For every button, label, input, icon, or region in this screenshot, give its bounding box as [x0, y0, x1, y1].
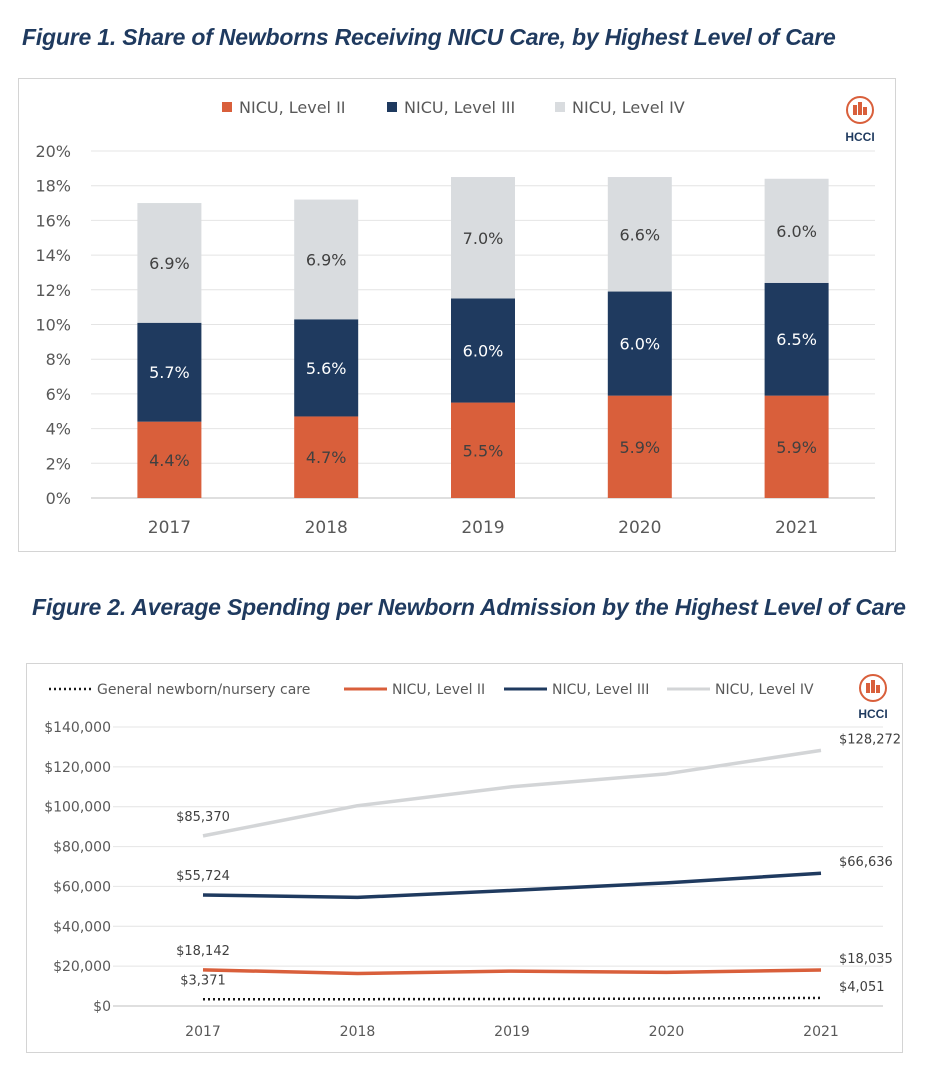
y-tick-label: 12%: [35, 281, 71, 300]
bar-segment: [607, 395, 672, 498]
bar-data-label: 6.0%: [776, 222, 817, 241]
x-tick-label: 2020: [618, 518, 661, 538]
bar-segment: [764, 178, 829, 283]
x-tick-label: 2017: [185, 1024, 221, 1040]
bar-data-label: 6.5%: [776, 330, 817, 349]
bar-segment: [294, 416, 359, 498]
x-tick-label: 2017: [148, 518, 191, 538]
data-label-start: $55,724: [176, 869, 230, 884]
series-line: [202, 996, 822, 1001]
figure-2-title: Figure 2. Average Spending per Newborn A…: [32, 594, 906, 620]
y-tick-label: 8%: [46, 350, 71, 369]
y-tick-label: 16%: [35, 211, 71, 230]
y-tick-label: $120,000: [44, 760, 111, 776]
legend-label: NICU, Level IV: [715, 682, 814, 698]
x-tick-label: 2021: [803, 1024, 839, 1040]
bar-data-label: 6.0%: [463, 342, 504, 361]
bar-data-label: 5.9%: [619, 438, 660, 457]
bar-data-label: 4.4%: [149, 451, 190, 470]
bar-segment: [451, 402, 515, 498]
hcci-logo-text: HCCI: [858, 707, 887, 721]
y-tick-label: 20%: [35, 142, 71, 161]
legend-label: NICU, Level II: [239, 98, 346, 117]
bar-data-label: 6.6%: [619, 225, 660, 244]
x-tick-label: 2021: [775, 518, 818, 538]
bar-segment: [294, 319, 359, 417]
y-tick-label: $0: [93, 999, 111, 1015]
series-line: [202, 968, 822, 976]
bar-segment: [137, 421, 202, 498]
bar-segment: [764, 282, 829, 396]
data-label-end: $4,051: [839, 980, 885, 995]
bar-data-label: 6.9%: [149, 254, 190, 273]
figure-1-title: Figure 1. Share of Newborns Receiving NI…: [22, 24, 836, 50]
bar-data-label: 6.0%: [619, 335, 660, 354]
stacked-bar-chart: 0% 2% 4% 6% 8% 10% 12% 14% 16% 18% 20% 4.4% 5.7% 6.9…: [35, 96, 875, 538]
hcci-logo: HCCI: [845, 96, 875, 144]
legend-label: NICU, Level III: [404, 98, 515, 117]
legend-label: NICU, Level III: [552, 682, 649, 698]
bar-data-label: 7.0%: [463, 229, 504, 248]
data-label-end: $18,035: [839, 952, 893, 967]
y-tick-label: 0%: [46, 489, 71, 508]
legend-label: General newborn/nursery care: [97, 682, 310, 698]
y-tick-label: $140,000: [44, 720, 111, 736]
bar-segment: [137, 322, 202, 422]
bar-segment: [451, 298, 515, 403]
y-tick-label: $100,000: [44, 800, 111, 816]
x-tick-label: 2018: [340, 1024, 376, 1040]
y-tick-label: $20,000: [53, 959, 111, 975]
x-tick-label: 2019: [494, 1024, 530, 1040]
bar-data-label: 5.7%: [149, 363, 190, 382]
bar-data-label: 5.6%: [306, 359, 347, 378]
legend-swatch: [555, 102, 565, 112]
legend-label: NICU, Level IV: [572, 98, 685, 117]
data-label-start: $3,371: [180, 973, 226, 988]
data-label-end: $66,636: [839, 855, 893, 870]
hcci-logo-text: HCCI: [845, 130, 874, 144]
bar-data-label: 5.9%: [776, 438, 817, 457]
bar-data-label: 5.5%: [463, 441, 504, 460]
x-tick-label: 2018: [305, 518, 348, 538]
figure-1-panel: 0% 2% 4% 6% 8% 10% 12% 14% 16% 18% 20% 4.4% 5.7% 6.9…: [18, 78, 896, 552]
data-label-start: $85,370: [176, 810, 230, 825]
series-line: [202, 871, 822, 900]
line-chart: $0 $20,000 $40,000 $60,000 $80,000 $100,000 $1…: [44, 674, 901, 1040]
y-tick-label: $60,000: [53, 879, 111, 895]
bar-segment: [294, 199, 359, 320]
y-tick-label: $80,000: [53, 840, 111, 856]
data-label-end: $128,272: [839, 732, 901, 747]
x-tick-label: 2020: [649, 1024, 685, 1040]
y-tick-label: 6%: [46, 385, 71, 404]
y-tick-label: 2%: [46, 454, 71, 473]
bar-segment: [451, 177, 515, 299]
bar-segment: [764, 395, 829, 498]
bar-segment: [607, 291, 672, 396]
legend-label: NICU, Level II: [392, 682, 485, 698]
bar-data-label: 6.9%: [306, 250, 347, 269]
y-tick-label: 14%: [35, 246, 71, 265]
bar-segment: [137, 203, 202, 323]
legend-swatch: [222, 102, 232, 112]
y-tick-label: 10%: [35, 316, 71, 335]
series-line: [202, 748, 822, 838]
y-tick-label: 4%: [46, 420, 71, 439]
hcci-logo: HCCI: [858, 674, 888, 721]
y-tick-label: 18%: [35, 177, 71, 196]
bar-data-label: 4.7%: [306, 448, 347, 467]
y-tick-label: $40,000: [53, 919, 111, 935]
data-label-start: $18,142: [176, 944, 230, 959]
x-tick-label: 2019: [461, 518, 504, 538]
legend-swatch: [387, 102, 397, 112]
figure-2-panel: $0 $20,000 $40,000 $60,000 $80,000 $100,000 $1…: [26, 663, 903, 1053]
bar-segment: [607, 177, 672, 292]
